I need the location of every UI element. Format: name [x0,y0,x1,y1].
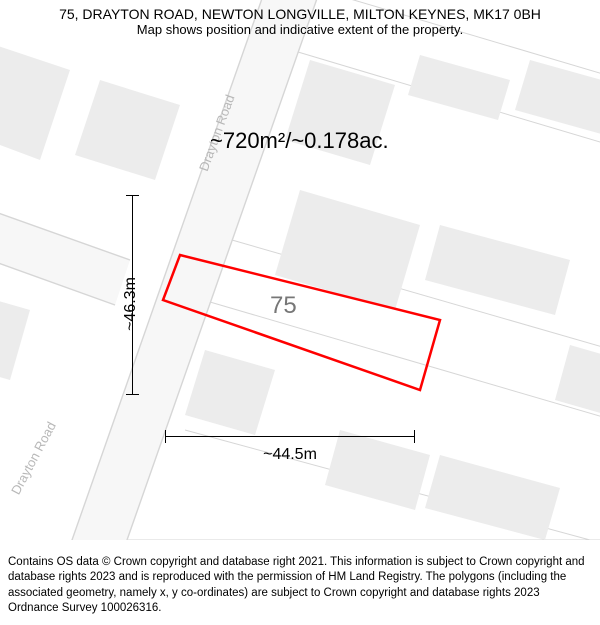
plot-number: 75 [270,292,297,320]
map-figure: 75, DRAYTON ROAD, NEWTON LONGVILLE, MILT… [0,0,600,625]
header-subtitle: Map shows position and indicative extent… [0,22,600,37]
dim-h-tick-left [165,430,166,443]
property-address: 75, DRAYTON ROAD, NEWTON LONGVILLE, MILT… [0,6,600,22]
dim-h-label: ~44.5m [165,446,415,464]
dim-v-tick-top [126,195,139,196]
copyright-footer: Contains OS data © Crown copyright and d… [0,551,600,625]
dimension-horizontal: ~44.5m [165,430,415,460]
dimension-vertical: ~46.3m [118,195,148,395]
dim-h-line [165,436,415,437]
area-label: ~720m²/~0.178ac. [210,128,389,154]
road-secondary [0,210,130,305]
header: 75, DRAYTON ROAD, NEWTON LONGVILLE, MILT… [0,0,600,37]
dim-h-tick-right [414,430,415,443]
dim-v-tick-bottom [126,394,139,395]
dim-v-label: ~46.3m [122,277,140,331]
map-area: Drayton Road Drayton Road ~720m²/~0.178a… [0,0,600,540]
